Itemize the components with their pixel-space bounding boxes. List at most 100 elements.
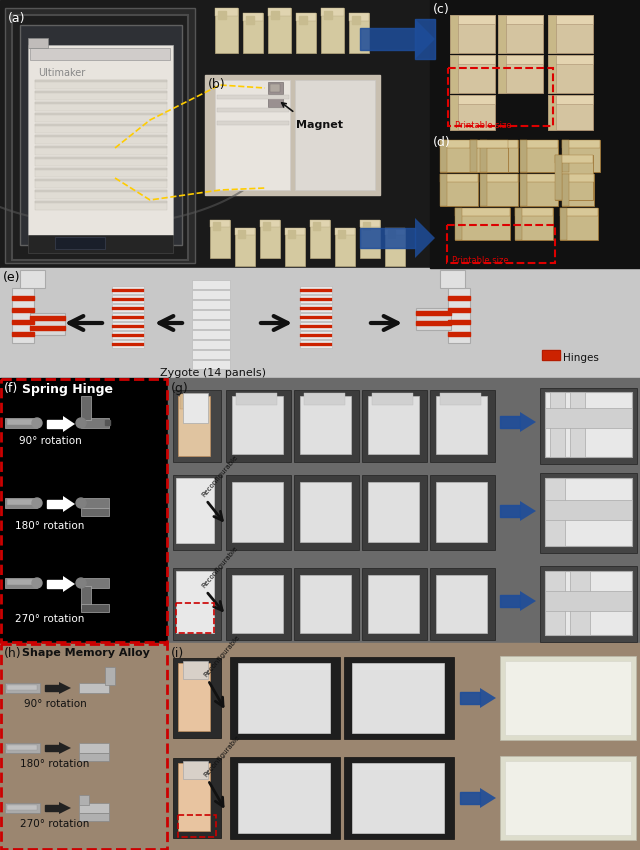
Bar bbox=[436, 482, 487, 542]
Bar bbox=[35, 168, 167, 177]
Bar bbox=[35, 124, 167, 133]
Bar bbox=[545, 591, 632, 611]
Bar bbox=[192, 330, 230, 339]
Bar bbox=[498, 15, 506, 53]
Bar bbox=[360, 220, 380, 227]
Bar bbox=[470, 140, 508, 148]
Bar bbox=[500, 595, 520, 607]
Bar bbox=[440, 174, 478, 206]
Text: (d): (d) bbox=[433, 136, 451, 149]
Bar bbox=[79, 795, 89, 805]
Bar bbox=[455, 208, 462, 240]
Text: (e): (e) bbox=[3, 271, 20, 284]
Bar bbox=[213, 222, 220, 230]
Bar bbox=[232, 482, 283, 542]
Bar bbox=[520, 140, 558, 148]
Bar bbox=[321, 8, 344, 16]
Bar bbox=[313, 222, 320, 230]
Text: 90° rotation: 90° rotation bbox=[24, 699, 86, 709]
Bar bbox=[362, 475, 427, 550]
Bar bbox=[562, 140, 600, 148]
Bar bbox=[548, 15, 556, 53]
Bar bbox=[352, 16, 360, 24]
Bar bbox=[440, 140, 478, 172]
Bar bbox=[498, 15, 543, 53]
Bar bbox=[35, 157, 167, 166]
Bar bbox=[500, 656, 636, 740]
Bar bbox=[176, 478, 214, 543]
Bar bbox=[304, 393, 345, 405]
Text: (f): (f) bbox=[4, 382, 19, 395]
Circle shape bbox=[76, 498, 86, 508]
Bar bbox=[300, 286, 332, 294]
Bar bbox=[35, 91, 167, 93]
Bar bbox=[448, 320, 470, 324]
Bar bbox=[300, 482, 351, 542]
Bar bbox=[300, 313, 332, 321]
Text: (g): (g) bbox=[171, 382, 189, 395]
Bar bbox=[520, 174, 527, 206]
Bar bbox=[455, 208, 510, 240]
Bar bbox=[35, 102, 167, 104]
Bar bbox=[430, 390, 495, 462]
Bar bbox=[310, 220, 330, 258]
Bar bbox=[243, 13, 263, 21]
Bar bbox=[28, 45, 173, 235]
Bar bbox=[480, 140, 487, 172]
Bar bbox=[215, 8, 238, 16]
Bar bbox=[460, 792, 480, 804]
Bar bbox=[352, 763, 444, 833]
Bar bbox=[180, 394, 205, 409]
Bar bbox=[210, 220, 230, 227]
Text: (c): (c) bbox=[433, 3, 450, 16]
Bar bbox=[112, 316, 144, 319]
Bar bbox=[448, 296, 470, 300]
Bar bbox=[294, 568, 359, 640]
Bar bbox=[192, 320, 230, 329]
Bar bbox=[450, 55, 458, 93]
Bar bbox=[480, 174, 518, 182]
Bar bbox=[45, 805, 61, 811]
Bar bbox=[344, 757, 454, 839]
Bar bbox=[545, 571, 565, 635]
Bar bbox=[263, 222, 270, 230]
Bar bbox=[173, 475, 221, 550]
Bar bbox=[35, 179, 167, 181]
Bar bbox=[436, 575, 487, 633]
Bar bbox=[548, 55, 593, 64]
Bar bbox=[5, 8, 195, 263]
Text: 90° rotation: 90° rotation bbox=[19, 436, 81, 446]
Bar bbox=[218, 11, 226, 19]
Bar bbox=[217, 95, 289, 99]
Bar bbox=[470, 140, 477, 172]
Bar bbox=[562, 140, 600, 172]
Bar bbox=[217, 108, 289, 112]
Bar bbox=[545, 392, 632, 457]
Bar bbox=[0, 378, 168, 643]
Bar bbox=[192, 300, 230, 309]
Bar bbox=[236, 393, 277, 405]
Bar bbox=[173, 658, 221, 738]
Bar bbox=[440, 174, 478, 182]
Bar bbox=[230, 657, 340, 739]
Bar bbox=[178, 663, 210, 731]
Bar bbox=[178, 763, 210, 831]
Bar bbox=[12, 332, 34, 336]
Bar bbox=[7, 745, 37, 750]
Bar bbox=[12, 320, 34, 324]
Bar bbox=[450, 15, 495, 53]
Bar bbox=[192, 280, 230, 289]
Bar bbox=[548, 95, 593, 130]
Polygon shape bbox=[59, 742, 71, 754]
Bar bbox=[12, 15, 188, 260]
Bar bbox=[192, 290, 230, 299]
Bar bbox=[440, 393, 481, 405]
Bar bbox=[294, 390, 359, 462]
Bar bbox=[112, 343, 144, 346]
Bar bbox=[30, 326, 65, 330]
Bar bbox=[300, 396, 351, 454]
Bar bbox=[178, 396, 210, 456]
Bar bbox=[0, 643, 168, 850]
Bar bbox=[205, 75, 380, 195]
Polygon shape bbox=[480, 788, 496, 808]
